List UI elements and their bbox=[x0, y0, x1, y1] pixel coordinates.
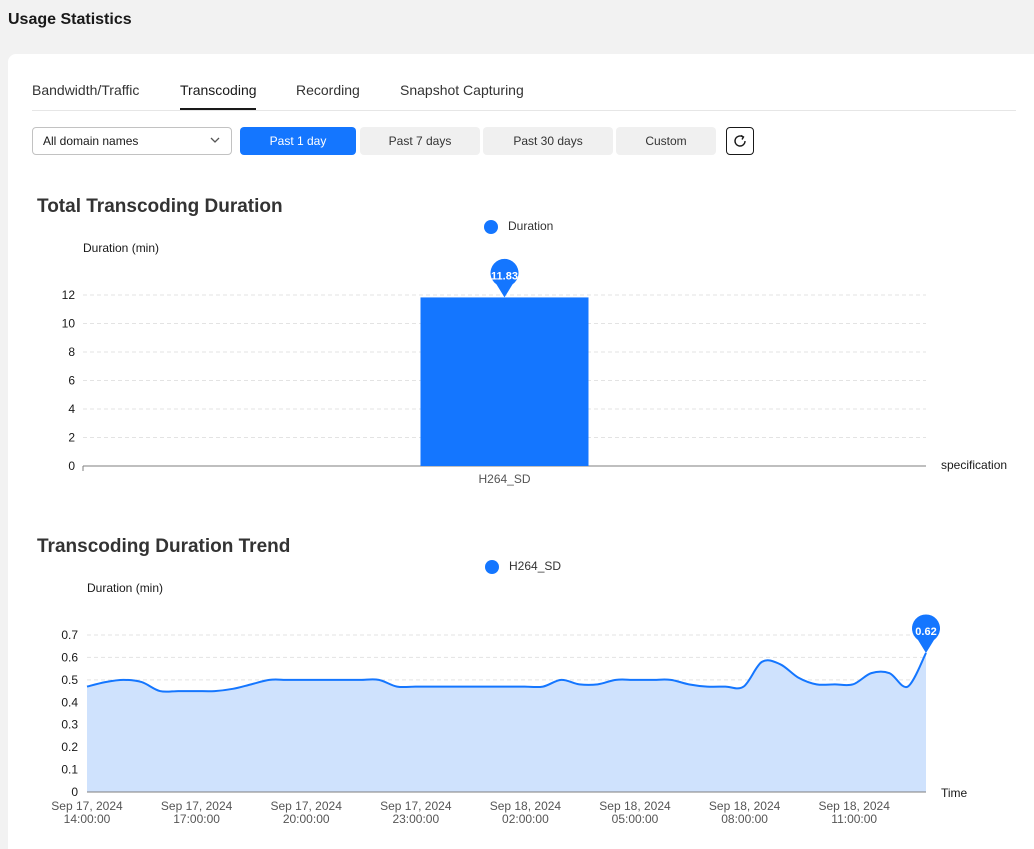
trend-value-marker-shape bbox=[912, 614, 940, 653]
y-tick-label: 8 bbox=[68, 345, 75, 359]
domain-name-select[interactable]: All domain names bbox=[32, 127, 232, 155]
tab-bar: Bandwidth/Traffic Transcoding Recording … bbox=[32, 54, 1016, 111]
y-tick-label: 2 bbox=[68, 431, 75, 445]
bar-chart-title: Total Transcoding Duration bbox=[37, 196, 283, 217]
x-tick-time: 02:00:00 bbox=[502, 812, 549, 826]
y-tick-label: 0.1 bbox=[61, 763, 78, 777]
x-tick-time: 20:00:00 bbox=[283, 812, 330, 826]
x-tick-date: Sep 17, 2024 bbox=[161, 799, 233, 813]
bar-chart: Duration (min) 0 2 4 6 8 10 12 specification H264… bbox=[62, 241, 1007, 486]
y-tick-label: 0 bbox=[68, 459, 75, 473]
y-tick-label: 0.5 bbox=[61, 673, 78, 687]
x-tick-time: 05:00:00 bbox=[612, 812, 659, 826]
tab-snapshot-capturing[interactable]: Snapshot Capturing bbox=[400, 82, 524, 98]
y-axis-label: Duration (min) bbox=[87, 581, 163, 595]
y-tick-label: 0.6 bbox=[61, 650, 78, 664]
x-tick-date: Sep 18, 2024 bbox=[818, 799, 890, 813]
bar bbox=[420, 297, 589, 466]
trend-chart-title: Transcoding Duration Trend bbox=[37, 536, 291, 557]
x-tick-time: 14:00:00 bbox=[64, 812, 111, 826]
tab-transcoding[interactable]: Transcoding bbox=[180, 82, 257, 98]
trend-value-marker: 0.62 bbox=[912, 614, 940, 653]
area-fill bbox=[87, 652, 926, 792]
x-tick-date: Sep 18, 2024 bbox=[490, 799, 562, 813]
trend-value-marker-label: 0.62 bbox=[915, 626, 936, 638]
y-tick-label: 0.2 bbox=[61, 740, 78, 754]
y-tick-label: 0 bbox=[71, 785, 78, 799]
bar-value-marker-shape bbox=[490, 258, 519, 298]
refresh-button[interactable] bbox=[726, 127, 754, 155]
legend-dot-icon bbox=[485, 560, 499, 574]
chevron-down-icon bbox=[210, 137, 220, 143]
y-axis-label: Duration (min) bbox=[83, 241, 159, 255]
x-axis-label: Time bbox=[941, 786, 968, 800]
legend-label: Duration bbox=[508, 219, 554, 233]
x-tick-time: 11:00:00 bbox=[831, 812, 877, 826]
y-tick-label: 0.7 bbox=[61, 628, 78, 642]
past-1-day-button[interactable]: Past 1 day bbox=[240, 127, 356, 155]
custom-range-button[interactable]: Custom bbox=[616, 127, 716, 155]
y-tick-label: 6 bbox=[68, 374, 75, 388]
past-30-days-button[interactable]: Past 30 days bbox=[483, 127, 613, 155]
bar-value-marker-label: 11.83 bbox=[491, 270, 518, 282]
x-tick-date: Sep 17, 2024 bbox=[270, 799, 342, 813]
active-tab-indicator bbox=[180, 108, 256, 110]
x-axis-label: specification bbox=[941, 458, 1007, 472]
x-tick-date: Sep 18, 2024 bbox=[599, 799, 671, 813]
x-tick-label: H264_SD bbox=[478, 472, 530, 486]
page-title: Usage Statistics bbox=[8, 11, 132, 28]
series-line bbox=[86, 652, 927, 693]
y-tick-label: 12 bbox=[62, 288, 76, 302]
tab-recording[interactable]: Recording bbox=[296, 82, 360, 98]
x-tick-time: 23:00:00 bbox=[392, 812, 439, 826]
past-7-days-button[interactable]: Past 7 days bbox=[360, 127, 480, 155]
y-tick-label: 0.4 bbox=[61, 695, 78, 709]
y-tick-label: 4 bbox=[68, 402, 75, 416]
tab-bandwidth-traffic[interactable]: Bandwidth/Traffic bbox=[32, 82, 140, 98]
legend-dot-icon bbox=[484, 220, 498, 234]
y-tick-label: 10 bbox=[62, 317, 76, 331]
y-tick-label: 0.3 bbox=[61, 718, 78, 732]
bar-value-marker: 11.83 bbox=[490, 258, 519, 298]
refresh-icon bbox=[734, 134, 746, 147]
domain-name-select-value: All domain names bbox=[43, 134, 139, 148]
x-tick-date: Sep 18, 2024 bbox=[709, 799, 781, 813]
x-tick-date: Sep 17, 2024 bbox=[380, 799, 452, 813]
trend-chart: Duration (min) 0 0.1 0.2 0.3 0.4 0.5 0.6 0.7 Time… bbox=[51, 581, 968, 826]
x-tick-time: 08:00:00 bbox=[721, 812, 768, 826]
legend-label: H264_SD bbox=[509, 559, 562, 573]
x-tick-date: Sep 17, 2024 bbox=[51, 799, 123, 813]
x-tick-time: 17:00:00 bbox=[173, 812, 220, 826]
